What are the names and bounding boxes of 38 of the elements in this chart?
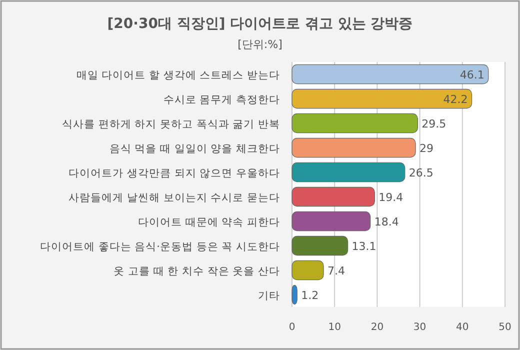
- bar: [292, 211, 371, 232]
- data-label: 42.2: [443, 92, 468, 106]
- chart-subtitle: [단위:%]: [238, 38, 282, 51]
- y-tick-label: 옷 고를 때 한 치수 작은 옷을 산다: [114, 265, 280, 278]
- x-tick-label: 40: [456, 322, 469, 333]
- data-label: 46.1: [460, 68, 484, 82]
- chart-title: [20·30대 직장인] 다이어트로 겪고 있는 강박증: [107, 16, 413, 32]
- bar: [292, 284, 298, 305]
- bar: [292, 186, 375, 207]
- bar: [292, 138, 416, 158]
- y-tick-label: 음식 먹을 때 일일이 양을 체크한다: [109, 142, 280, 155]
- y-tick-label: 매일 다이어트 할 생각에 스트레스 받는다: [76, 69, 280, 82]
- data-label: 1.2: [301, 288, 319, 302]
- y-tick-label: 다이어트가 생각만큼 되지 않으면 우울하다: [68, 167, 280, 180]
- data-label: 29: [420, 142, 434, 155]
- x-tick-label: 10: [328, 322, 341, 333]
- y-tick-label: 기타: [258, 290, 280, 302]
- y-tick-label: 수시로 몸무게 측정한다: [163, 94, 280, 106]
- bar: [292, 236, 348, 256]
- x-tick-label: 50: [498, 322, 512, 333]
- data-label: 19.4: [378, 190, 404, 204]
- bar: [292, 260, 324, 280]
- bar: [292, 64, 489, 84]
- x-tick-label: 30: [413, 322, 426, 333]
- data-label: 13.1: [352, 240, 376, 253]
- y-tick-label: 다이어트 때문에 약속 피한다: [138, 216, 280, 228]
- data-label: 18.4: [374, 215, 399, 228]
- y-tick-label: 다이어트에 좋다는 음식·운동법 등은 꼭 시도한다: [40, 240, 280, 253]
- data-label: 26.5: [408, 166, 434, 180]
- bar: [292, 88, 472, 109]
- y-tick-label: 사람들에게 날씬해 보이는지 수시로 묻는다: [68, 192, 280, 204]
- y-tick-label: 식사를 편하게 하지 못하고 폭식과 굶기 반복: [62, 118, 280, 130]
- data-label: 7.4: [328, 264, 346, 278]
- bar: [292, 113, 418, 134]
- bar: [292, 162, 406, 182]
- x-tick-label: 20: [370, 322, 384, 333]
- x-tick-label: 0: [288, 322, 296, 333]
- data-label: 29.5: [422, 117, 446, 130]
